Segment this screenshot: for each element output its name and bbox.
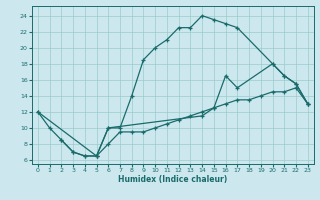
X-axis label: Humidex (Indice chaleur): Humidex (Indice chaleur) (118, 175, 228, 184)
